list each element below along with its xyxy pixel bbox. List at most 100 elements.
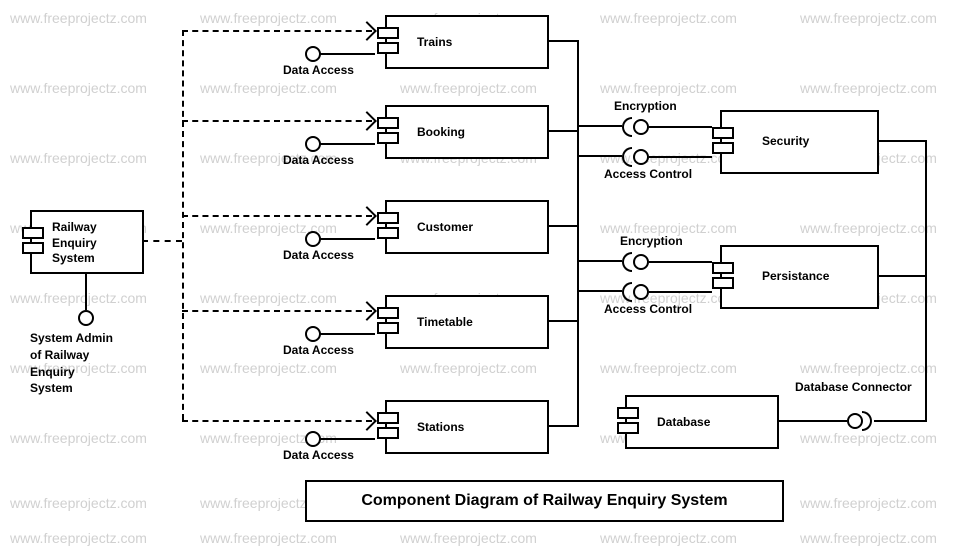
br1-out-bot	[577, 155, 622, 157]
per-enc-half	[622, 252, 632, 272]
watermark: www.freeprojectz.com	[800, 530, 937, 546]
watermark: www.freeprojectz.com	[10, 10, 147, 26]
railway-enquiry-label: Railway Enquiry System	[52, 220, 97, 267]
br2-out-bot	[577, 290, 622, 292]
db-conn-half	[862, 411, 872, 431]
dashed-main-stem	[142, 240, 182, 242]
sec-ac-label: Access Control	[604, 167, 692, 181]
per-ac-half	[622, 282, 632, 302]
per-ac-circle	[633, 284, 649, 300]
component-timetable: Timetable	[385, 295, 549, 349]
db-conn-label: Database Connector	[795, 380, 912, 394]
diagram-title: Component Diagram of Railway Enquiry Sys…	[305, 480, 784, 522]
right-vertical	[925, 140, 927, 420]
watermark: www.freeprojectz.com	[600, 360, 737, 376]
timetable-label: Timetable	[417, 315, 473, 331]
watermark: www.freeprojectz.com	[200, 10, 337, 26]
dashed-trains	[182, 30, 372, 32]
trains-da-label: Data Access	[283, 63, 354, 77]
br2-v	[577, 225, 579, 427]
admin-line	[85, 272, 87, 310]
booking-label: Booking	[417, 125, 465, 141]
sec-enc-label: Encryption	[614, 99, 677, 113]
booking-da-label: Data Access	[283, 153, 354, 167]
customer-label: Customer	[417, 220, 473, 236]
customer-da-circle	[305, 231, 321, 247]
per-enc-label: Encryption	[620, 234, 683, 248]
customer-da-label: Data Access	[283, 248, 354, 262]
sec-ac-circle	[633, 149, 649, 165]
trains-label: Trains	[417, 35, 452, 51]
db-conn-line2	[874, 420, 927, 422]
watermark: www.freeprojectz.com	[10, 530, 147, 546]
br1-out-top	[577, 125, 622, 127]
dashed-booking	[182, 120, 372, 122]
sec-enc-circle	[633, 119, 649, 135]
watermark: www.freeprojectz.com	[10, 150, 147, 166]
watermark: www.freeprojectz.com	[10, 80, 147, 96]
per-enc-circle	[633, 254, 649, 270]
watermark: www.freeprojectz.com	[800, 80, 937, 96]
watermark: www.freeprojectz.com	[200, 530, 337, 546]
sec-enc-line	[649, 126, 712, 128]
watermark: www.freeprojectz.com	[800, 360, 937, 376]
watermark: www.freeprojectz.com	[10, 430, 147, 446]
sec-ac-line	[649, 156, 712, 158]
watermark: www.freeprojectz.com	[800, 430, 937, 446]
stations-da-label: Data Access	[283, 448, 354, 462]
watermark: www.freeprojectz.com	[800, 10, 937, 26]
db-conn-line	[777, 420, 847, 422]
component-customer: Customer	[385, 200, 549, 254]
timetable-da-line	[320, 333, 375, 335]
security-label: Security	[762, 134, 809, 150]
watermark: www.freeprojectz.com	[600, 10, 737, 26]
br1-v	[577, 40, 579, 227]
watermark: www.freeprojectz.com	[400, 360, 537, 376]
trains-da-line	[320, 53, 375, 55]
watermark: www.freeprojectz.com	[600, 530, 737, 546]
watermark: www.freeprojectz.com	[10, 290, 147, 306]
per-ac-line	[649, 291, 712, 293]
watermark: www.freeprojectz.com	[10, 495, 147, 511]
sec-ac-half	[622, 147, 632, 167]
booking-da-circle	[305, 136, 321, 152]
dashed-stations	[182, 420, 372, 422]
br2-mid-h	[547, 320, 577, 322]
watermark: www.freeprojectz.com	[200, 80, 337, 96]
br1-bot-h	[547, 225, 577, 227]
watermark: www.freeprojectz.com	[600, 80, 737, 96]
stations-label: Stations	[417, 420, 464, 436]
component-stations: Stations	[385, 400, 549, 454]
watermark: www.freeprojectz.com	[800, 495, 937, 511]
watermark: www.freeprojectz.com	[800, 220, 937, 236]
component-database: Database	[625, 395, 779, 449]
br1-mid-h	[547, 130, 577, 132]
timetable-da-label: Data Access	[283, 343, 354, 357]
booking-da-line	[320, 143, 375, 145]
per-ac-label: Access Control	[604, 302, 692, 316]
br2-out-top	[577, 260, 622, 262]
watermark: www.freeprojectz.com	[400, 80, 537, 96]
watermark: www.freeprojectz.com	[200, 360, 337, 376]
sec-enc-half	[622, 117, 632, 137]
db-conn-circle	[847, 413, 863, 429]
per-right-h	[877, 275, 927, 277]
component-trains: Trains	[385, 15, 549, 69]
watermark: www.freeprojectz.com	[400, 530, 537, 546]
dashed-customer	[182, 215, 372, 217]
admin-interface-circle	[78, 310, 94, 326]
timetable-da-circle	[305, 326, 321, 342]
customer-da-line	[320, 238, 375, 240]
component-railway-enquiry: Railway Enquiry System	[30, 210, 144, 274]
component-security: Security	[720, 110, 879, 174]
watermark: www.freeprojectz.com	[200, 290, 337, 306]
component-persistance: Persistance	[720, 245, 879, 309]
database-label: Database	[657, 415, 710, 431]
admin-label: System Admin of Railway Enquiry System	[30, 330, 113, 397]
trains-da-circle	[305, 46, 321, 62]
dashed-vertical	[182, 30, 184, 420]
stations-da-line	[320, 438, 375, 440]
stations-da-circle	[305, 431, 321, 447]
br2-bot-h	[547, 425, 577, 427]
br1-top-h	[547, 40, 577, 42]
